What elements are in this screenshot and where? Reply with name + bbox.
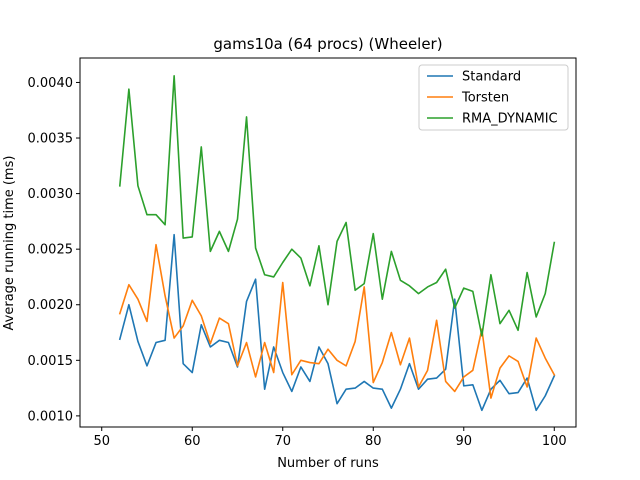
x-tick-label: 60 (184, 434, 201, 449)
series-line-standard (118, 233, 556, 412)
x-tick-label: 90 (455, 434, 472, 449)
legend-label: RMA_DYNAMIC (462, 112, 558, 127)
x-tick-label: 100 (542, 434, 567, 449)
legend-label: Standard (462, 70, 521, 85)
y-tick-label: 0.0040 (28, 76, 74, 91)
series-line-rma-dynamic (118, 74, 556, 337)
y-tick-label: 0.0015 (28, 354, 74, 369)
axes-frame (79, 57, 577, 428)
chart-title: gams10a (64 procs) (Wheeler) (213, 35, 442, 53)
y-tick-label: 0.0010 (28, 409, 74, 424)
y-tick-label: 0.0035 (28, 132, 74, 147)
x-tick-label: 80 (365, 434, 382, 449)
x-tick-label: 70 (274, 434, 291, 449)
x-axis: 50 60 70 80 90 100 (93, 427, 567, 449)
y-axis-label: Average running time (ms) (2, 156, 17, 331)
y-tick-label: 0.0025 (28, 243, 74, 258)
y-tick-label: 0.0030 (28, 187, 74, 202)
x-axis-label: Number of runs (277, 456, 379, 471)
series-line-torsten (118, 243, 556, 399)
legend-box (418, 64, 569, 131)
x-tick-label: 50 (93, 434, 110, 449)
y-axis: 0.0010 0.0015 0.0020 0.0025 0.0030 0.0035 0.00… (28, 76, 80, 424)
y-tick-label: 0.0020 (28, 298, 74, 313)
legend-label: Torsten (461, 91, 509, 106)
plot-lines (118, 74, 556, 412)
legend: Standard Torsten RMA_DYNAMIC (418, 64, 569, 131)
